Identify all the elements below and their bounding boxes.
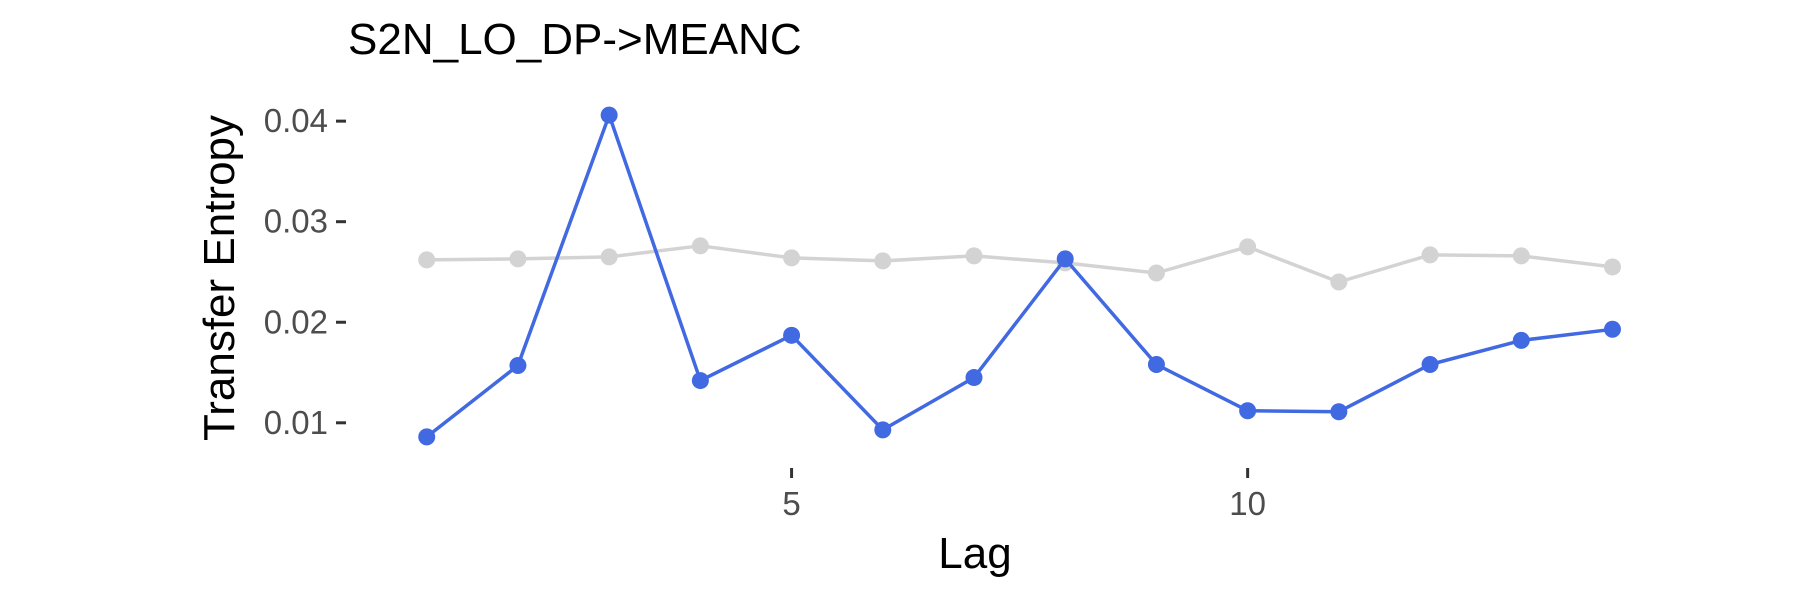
x-axis-title: Lag	[938, 529, 1011, 578]
data-point	[418, 428, 436, 446]
series-line	[426, 244, 1613, 284]
data-point	[1603, 258, 1621, 276]
data-point	[418, 251, 436, 269]
data-point	[783, 249, 801, 267]
series-2	[418, 106, 1621, 446]
data-point	[874, 421, 892, 439]
data-point	[1421, 246, 1439, 264]
data-point	[965, 369, 983, 387]
data-point	[1147, 264, 1165, 282]
series-line	[425, 113, 1613, 439]
data-point	[965, 247, 983, 265]
series-layer	[418, 106, 1621, 446]
data-point	[1512, 247, 1530, 265]
data-point	[1239, 238, 1257, 256]
data-point	[509, 250, 527, 268]
data-point	[1239, 402, 1257, 420]
data-point	[1056, 250, 1074, 268]
data-point	[874, 252, 892, 270]
y-tick-label: 0.04	[264, 102, 328, 139]
x-tick-label: 10	[1229, 485, 1266, 522]
x-axis: 5 10	[782, 468, 1266, 522]
y-axis: 0.01 0.02 0.03 0.04	[264, 102, 346, 441]
chart-title: S2N_LO_DP->MEANC	[348, 15, 802, 64]
data-point	[1330, 273, 1348, 291]
data-point	[1512, 331, 1530, 349]
data-point	[509, 356, 527, 374]
data-point	[1421, 355, 1439, 373]
data-point	[1147, 355, 1165, 373]
data-point	[1330, 403, 1348, 421]
data-point	[600, 106, 618, 124]
x-tick-label: 5	[782, 485, 800, 522]
y-tick-label: 0.03	[264, 203, 328, 240]
y-axis-title: Transfer Entropy	[195, 115, 244, 441]
y-tick-label: 0.01	[264, 404, 328, 441]
data-point	[600, 248, 618, 266]
y-tick-label: 0.02	[264, 303, 328, 340]
data-point	[1603, 320, 1621, 338]
series-1	[418, 237, 1621, 291]
data-point	[691, 237, 709, 255]
data-point	[691, 372, 709, 390]
data-point	[783, 326, 801, 344]
